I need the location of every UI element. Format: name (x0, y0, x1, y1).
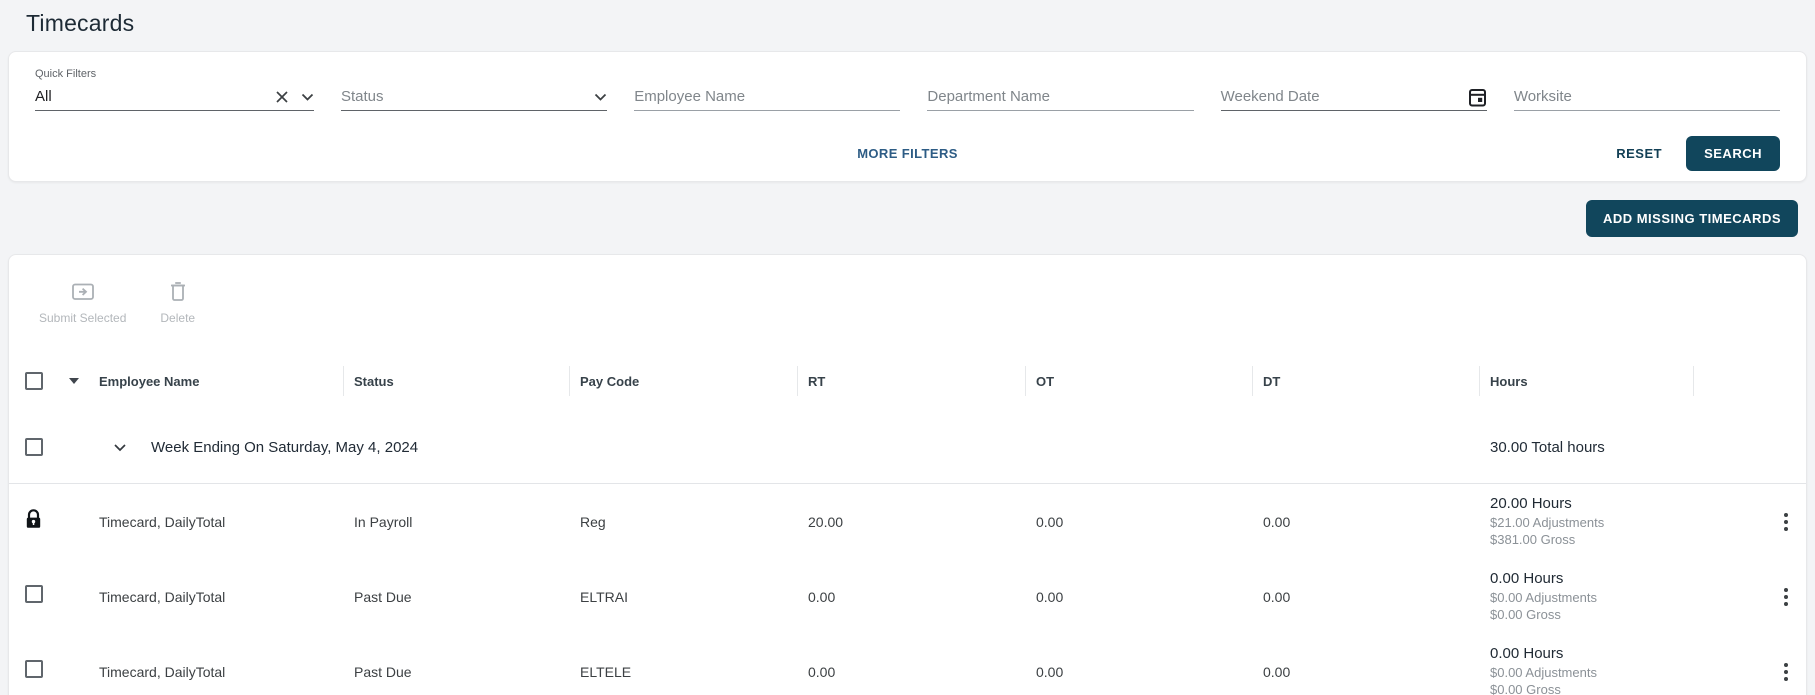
status-cell: Past Due (354, 588, 412, 605)
week-group-row: Week Ending On Saturday, May 4, 2024 30.… (9, 411, 1806, 484)
hours-gross: $381.00 Gross (1490, 532, 1576, 547)
dt-cell: 0.00 (1263, 588, 1291, 605)
ot-cell: 0.00 (1036, 513, 1064, 530)
hours-total: 0.00 Hours (1490, 570, 1564, 587)
weekend-date-placeholder: Weekend Date (1220, 88, 1320, 105)
submit-selected-icon (71, 281, 95, 305)
pay-code-cell: ELTRAI (580, 588, 628, 605)
row-menu-icon[interactable] (1780, 509, 1792, 535)
employee-name-cell: Timecard, DailyTotal (99, 513, 226, 530)
reset-button[interactable]: RESET (1606, 138, 1672, 169)
column-header-ot[interactable]: OT (1036, 351, 1263, 411)
ot-cell: 0.00 (1036, 663, 1064, 680)
filters-panel: Quick Filters All Status (8, 51, 1807, 182)
employee-name-field[interactable]: Employee Name (634, 87, 901, 111)
add-missing-timecards-button[interactable]: ADD MISSING TIMECARDS (1585, 200, 1798, 237)
status-placeholder: Status (341, 88, 384, 105)
status-filter-field[interactable]: Status (341, 87, 608, 111)
page-actions-row: ADD MISSING TIMECARDS (8, 182, 1807, 254)
select-menu-caret-icon[interactable] (69, 378, 79, 384)
weekend-date-field[interactable]: Weekend Date (1220, 87, 1487, 111)
filter-fields-row: Quick Filters All Status (35, 68, 1781, 111)
ot-cell: 0.00 (1036, 588, 1064, 605)
row-menu-icon[interactable] (1780, 659, 1792, 685)
employee-name-cell: Timecard, DailyTotal (99, 588, 226, 605)
filter-actions-row: MORE FILTERS RESET SEARCH (35, 135, 1780, 171)
department-name-placeholder: Department Name (927, 88, 1050, 105)
column-header-pay-code[interactable]: Pay Code (580, 351, 808, 411)
quick-filters-label: Quick Filters (35, 68, 97, 80)
calendar-icon[interactable] (1468, 87, 1487, 107)
quick-filters-field[interactable]: Quick Filters All (35, 68, 314, 111)
hours-gross: $0.00 Gross (1490, 682, 1561, 695)
timecard-row: Timecard, DailyTotal Past Due ELTELE 0.0… (9, 634, 1806, 695)
worksite-field[interactable]: Worksite (1513, 87, 1781, 111)
pay-code-cell: ELTELE (580, 663, 632, 680)
more-filters-button[interactable]: MORE FILTERS (857, 145, 958, 161)
collapse-group-icon[interactable] (113, 443, 127, 452)
hours-gross: $0.00 Gross (1490, 607, 1561, 622)
pay-code-cell: Reg (580, 513, 606, 530)
page-title: Timecards (26, 10, 135, 36)
hours-total: 20.00 Hours (1490, 495, 1572, 512)
quick-filters-value[interactable]: All (35, 88, 52, 105)
lock-icon (25, 509, 42, 534)
hours-total: 0.00 Hours (1490, 645, 1564, 662)
chevron-down-icon[interactable] (594, 93, 607, 101)
column-header-status[interactable]: Status (354, 351, 580, 411)
chevron-down-icon[interactable] (301, 93, 314, 101)
worksite-placeholder: Worksite (1513, 88, 1572, 105)
timecard-row: Timecard, DailyTotal Past Due ELTRAI 0.0… (9, 559, 1806, 634)
column-header-dt[interactable]: DT (1263, 351, 1490, 411)
status-cell: Past Due (354, 663, 412, 680)
hours-adjustments: $0.00 Adjustments (1490, 590, 1597, 605)
hours-adjustments: $21.00 Adjustments (1490, 515, 1605, 530)
rt-cell: 0.00 (808, 663, 836, 680)
select-all-checkbox[interactable] (25, 372, 43, 390)
delete-button[interactable]: Delete (160, 281, 195, 325)
employee-name-cell: Timecard, DailyTotal (99, 663, 226, 680)
status-cell: In Payroll (354, 513, 413, 530)
submit-selected-label: Submit Selected (39, 311, 127, 325)
group-select-checkbox[interactable] (25, 438, 43, 456)
timecard-row: Timecard, DailyTotal In Payroll Reg 20.0… (9, 484, 1806, 559)
dt-cell: 0.00 (1263, 513, 1291, 530)
hours-adjustments: $0.00 Adjustments (1490, 665, 1597, 680)
search-button[interactable]: SEARCH (1686, 135, 1780, 171)
submit-selected-button[interactable]: Submit Selected (39, 281, 126, 325)
column-header-hours[interactable]: Hours (1490, 351, 1704, 411)
week-group-label: Week Ending On Saturday, May 4, 2024 (151, 438, 419, 456)
column-header-employee-name[interactable]: Employee Name (99, 351, 354, 411)
row-select-checkbox[interactable] (25, 660, 43, 678)
column-header-rt[interactable]: RT (808, 351, 1036, 411)
table-header-row: Employee Name Status Pay Code RT OT DT H… (9, 351, 1806, 411)
timecards-table-panel: Submit Selected Delete Employee Name Sta… (8, 254, 1807, 695)
row-menu-icon[interactable] (1780, 584, 1792, 610)
week-total-hours: 30.00 Total hours (1490, 438, 1605, 456)
row-select-checkbox[interactable] (25, 585, 43, 603)
trash-icon (169, 281, 187, 305)
rt-cell: 0.00 (808, 588, 836, 605)
department-name-field[interactable]: Department Name (927, 87, 1194, 111)
employee-name-placeholder: Employee Name (634, 88, 746, 105)
table-toolbar: Submit Selected Delete (9, 281, 1806, 325)
clear-icon[interactable] (275, 90, 289, 104)
dt-cell: 0.00 (1263, 663, 1291, 680)
rt-cell: 20.00 (808, 513, 844, 530)
column-header-actions (1704, 351, 1806, 411)
delete-label: Delete (160, 311, 196, 325)
